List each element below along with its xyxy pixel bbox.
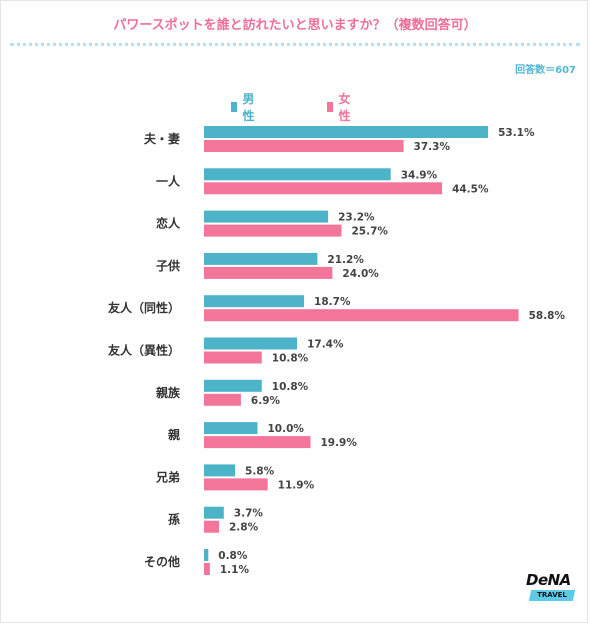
bar-male (204, 337, 298, 350)
bar-male (204, 549, 209, 561)
bar-female (204, 351, 262, 364)
category-label: 子供 (156, 258, 180, 273)
logo-word: DeNA (526, 571, 571, 589)
value-label-female: 1.1% (220, 564, 250, 576)
value-label-female: 25.7% (351, 226, 388, 238)
bar-male (204, 210, 329, 223)
legend-swatch-male (231, 102, 238, 112)
bar-female (204, 436, 311, 449)
bar-male (204, 295, 305, 308)
value-label-male: 10.0% (268, 423, 305, 435)
chart-title: パワースポットを誰と訪れたいと思いますか？（複数回答可） (113, 18, 477, 33)
dotted-divider (10, 43, 580, 46)
value-label-female: 24.0% (342, 268, 379, 280)
category-label: 友人（異性） (107, 343, 180, 358)
category-label: 夫・妻 (143, 131, 180, 146)
category-label: 孫 (168, 512, 180, 527)
bar-female (204, 478, 268, 491)
value-label-male: 53.1% (498, 127, 535, 139)
value-label-female: 6.9% (251, 395, 281, 407)
bar-female (204, 266, 333, 279)
category-label: 一人 (156, 173, 181, 188)
category-label: 親 (168, 427, 180, 442)
value-label-male: 0.8% (218, 550, 248, 562)
legend-swatch-female (327, 102, 334, 112)
bar-female (204, 224, 342, 237)
legend-label-female: 女性 (338, 92, 351, 123)
value-label-female: 44.5% (452, 183, 489, 195)
value-label-male: 23.2% (338, 212, 375, 224)
respondent-count: 回答数＝607 (515, 65, 576, 76)
value-label-male: 21.2% (327, 254, 364, 266)
value-label-female: 58.8% (529, 310, 566, 322)
value-label-female: 11.9% (278, 479, 315, 491)
bar-female (204, 182, 443, 195)
value-label-female: 19.9% (320, 437, 357, 449)
bar-female (204, 309, 519, 322)
bar-female (204, 140, 404, 152)
bar-male (204, 252, 318, 265)
legend-item-female: 女性 (327, 90, 354, 124)
legend-label-male: 男性 (242, 92, 255, 123)
value-label-female: 37.3% (414, 141, 451, 153)
bar-female (204, 563, 210, 575)
legend-item-male: 男性 (231, 90, 258, 124)
dena-travel-logo: DeNA TRAVEL (524, 571, 576, 605)
value-label-male: 18.7% (314, 296, 351, 308)
logo-sub: TRAVEL (537, 591, 567, 599)
bar-male (204, 379, 262, 392)
value-label-female: 2.8% (229, 522, 259, 534)
category-label: 友人（同性） (107, 300, 180, 315)
value-label-male: 10.8% (272, 381, 309, 393)
category-label: 恋人 (156, 216, 181, 231)
value-label-male: 17.4% (307, 339, 344, 351)
bar-female (204, 520, 219, 533)
category-label: 親族 (156, 385, 181, 400)
bar-male (204, 168, 391, 181)
bar-male (204, 464, 236, 477)
value-label-male: 34.9% (401, 169, 438, 181)
value-label-female: 10.8% (272, 353, 309, 365)
bar-male (204, 422, 258, 435)
bar-male (204, 506, 224, 519)
value-label-male: 5.8% (245, 465, 275, 477)
bar-female (204, 393, 241, 406)
bar-male (204, 126, 489, 138)
category-label: 兄弟 (155, 469, 180, 484)
value-label-male: 3.7% (234, 508, 264, 520)
logo-band: TRAVEL (528, 590, 576, 601)
category-label: その他 (144, 554, 180, 569)
